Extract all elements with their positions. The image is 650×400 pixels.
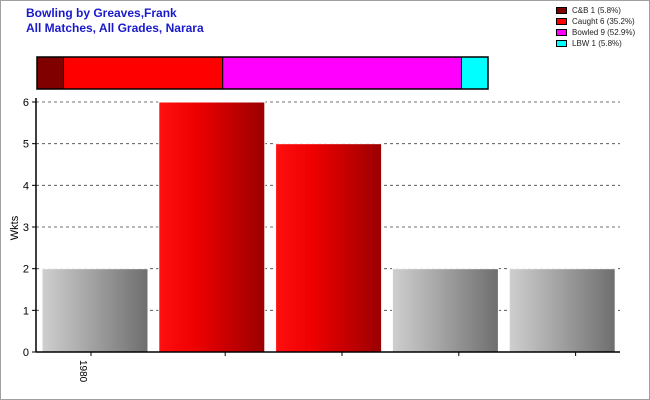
legend-item-cab: C&B 1 (5.8%) [556, 5, 635, 16]
stack-outline [36, 56, 489, 90]
legend-swatch [556, 18, 567, 25]
legend-label: Bowled 9 (52.9%) [572, 28, 636, 37]
x-tick-label: 1980 [77, 360, 88, 383]
legend-label: C&B 1 (5.8%) [572, 6, 621, 15]
y-tick-label: 5 [23, 139, 29, 151]
stacked-summary-bar [36, 56, 489, 90]
y-tick-label: 4 [23, 180, 29, 192]
legend-item-caught: Caught 6 (35.2%) [556, 16, 635, 27]
bar [275, 143, 383, 353]
bar [508, 268, 616, 353]
legend-item-lbw: LBW 1 (5.8%) [556, 38, 635, 49]
y-tick-label: 2 [23, 264, 29, 276]
legend-label: Caught 6 (35.2%) [572, 17, 635, 26]
bar [391, 268, 499, 353]
chart-subtitle: All Matches, All Grades, Narara [26, 21, 204, 35]
stack-segment [222, 56, 462, 90]
axes: 0 1 2 3 4 5 6 1980 Wkts [9, 97, 620, 383]
legend-swatch [556, 29, 567, 36]
legend-swatch [556, 7, 567, 14]
bars [41, 101, 616, 353]
y-tick-label: 1 [23, 305, 29, 317]
stack-segment [36, 56, 65, 90]
legend-label: LBW 1 (5.8%) [572, 39, 622, 48]
y-tick-label: 6 [23, 97, 29, 109]
bar [158, 101, 266, 353]
legend: C&B 1 (5.8%) Caught 6 (35.2%) Bowled 9 (… [556, 5, 635, 49]
chart-title: Bowling by Greaves,Frank [26, 6, 177, 20]
stack-segment [63, 56, 224, 90]
legend-item-bowled: Bowled 9 (52.9%) [556, 27, 635, 38]
stack-segment [460, 56, 489, 90]
y-tick-label: 0 [23, 347, 29, 359]
y-tick-label: 3 [23, 222, 29, 234]
bar [41, 268, 149, 353]
legend-swatch [556, 40, 567, 47]
y-axis-label: Wkts [9, 215, 21, 240]
